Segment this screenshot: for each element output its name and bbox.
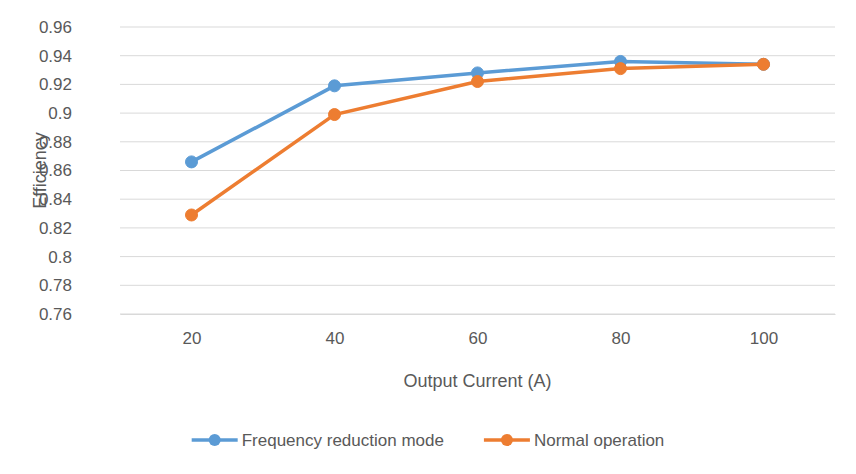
y-tick-label: 0.8 — [48, 248, 72, 267]
series-marker — [186, 156, 198, 168]
grid-line — [120, 256, 835, 257]
legend-marker — [501, 434, 513, 446]
y-tick: 0.94 — [39, 47, 120, 66]
x-tick-label: 100 — [750, 329, 778, 348]
grid-line — [120, 27, 835, 28]
chart: 0.76 0.78 0.8 0.82 0.84 0.86 0.88 0.9 0.92 0.94 0.… — [0, 0, 856, 474]
legend-label: Normal operation — [534, 431, 664, 450]
x-tick-label: 60 — [469, 329, 488, 348]
x-tick-label: 80 — [612, 329, 631, 348]
x-tick: 100 — [750, 314, 778, 348]
series-marker — [186, 209, 198, 221]
x-axis: 20 40 60 80 100 — [121, 314, 836, 348]
series-line — [192, 64, 764, 215]
grid-line — [120, 227, 835, 228]
x-tick: 80 — [612, 314, 631, 348]
y-tick: 0.78 — [39, 276, 120, 295]
y-tick: 0.84 — [39, 190, 120, 209]
y-tick-label: 0.78 — [39, 276, 72, 295]
x-axis-title: Output Current (A) — [403, 371, 551, 391]
legend: Frequency reduction mode Normal operation — [192, 431, 665, 450]
y-tick: 0.88 — [39, 133, 120, 152]
y-tick-label: 0.76 — [39, 305, 72, 324]
x-tick-label: 40 — [326, 329, 345, 348]
y-tick: 0.76 — [39, 305, 120, 324]
y-axis-line — [120, 28, 121, 315]
x-tick: 20 — [183, 314, 202, 348]
legend-item: Normal operation — [484, 431, 664, 450]
y-axis: 0.76 0.78 0.8 0.82 0.84 0.86 0.88 0.9 0.92 0.94 0.… — [39, 18, 121, 324]
legend-item: Frequency reduction mode — [192, 431, 444, 450]
y-tick: 0.96 — [39, 18, 120, 37]
series-marker — [758, 58, 770, 70]
marks — [186, 55, 770, 221]
y-tick-label: 0.94 — [39, 47, 72, 66]
y-tick-label: 0.96 — [39, 18, 72, 37]
series-marker — [758, 58, 770, 70]
y-tick-label: 0.92 — [39, 75, 72, 94]
series-line — [192, 61, 764, 161]
y-tick: 0.8 — [48, 248, 120, 267]
x-tick: 60 — [469, 314, 488, 348]
grid-line — [120, 55, 835, 56]
y-axis-title: Efficiency — [30, 132, 50, 209]
legend-marker — [209, 434, 221, 446]
y-tick-label: 0.9 — [48, 104, 72, 123]
series-marker — [472, 76, 484, 88]
x-axis-line — [121, 314, 836, 315]
grid-line — [120, 170, 835, 171]
grid-line — [120, 314, 835, 315]
y-tick: 0.9 — [48, 104, 120, 123]
grid-line — [120, 113, 835, 114]
series-marker — [329, 109, 341, 121]
x-tick-label: 20 — [183, 329, 202, 348]
grid — [120, 27, 835, 314]
y-tick: 0.92 — [39, 75, 120, 94]
y-tick: 0.82 — [39, 219, 120, 238]
plot: 0.76 0.78 0.8 0.82 0.84 0.86 0.88 0.9 0.92 0.94 0.… — [39, 18, 836, 348]
series-marker — [329, 80, 341, 92]
grid-line — [120, 199, 835, 200]
grid-line — [120, 285, 835, 286]
y-tick-label: 0.82 — [39, 219, 72, 238]
legend-label: Frequency reduction mode — [242, 431, 444, 450]
x-tick: 40 — [326, 314, 345, 348]
series-marker — [615, 63, 627, 75]
y-tick: 0.86 — [39, 161, 120, 180]
